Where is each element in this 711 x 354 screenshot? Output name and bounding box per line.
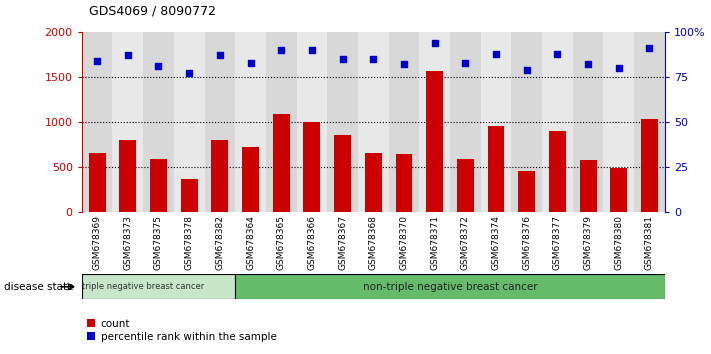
Bar (334, 135, 351, 212)
Bar (641, 119, 658, 212)
Point (552, 51, 563, 56)
Bar (365, 153, 382, 212)
Bar (273, 114, 289, 212)
Text: triple negative breast cancer: triple negative breast cancer (82, 282, 204, 291)
Bar (419, 32, 450, 212)
Point (643, 45, 655, 51)
Bar (488, 126, 505, 212)
Point (92, 58, 103, 64)
Bar (150, 159, 167, 212)
Bar (181, 179, 198, 212)
Text: non-triple negative breast cancer: non-triple negative breast cancer (363, 282, 538, 292)
Point (521, 67, 533, 73)
Point (582, 62, 594, 67)
Bar (235, 32, 266, 212)
Point (306, 47, 318, 53)
Bar (242, 147, 259, 212)
Bar (205, 32, 235, 212)
Bar (89, 153, 105, 212)
Point (459, 60, 471, 65)
Bar (542, 32, 573, 212)
Bar (119, 140, 137, 212)
Bar (143, 32, 173, 212)
Bar (573, 32, 604, 212)
Bar (266, 32, 296, 212)
Bar (82, 274, 235, 299)
Legend: count, percentile rank within the sample: count, percentile rank within the sample (87, 319, 277, 342)
Point (122, 52, 134, 58)
Bar (634, 32, 665, 212)
Bar (112, 32, 143, 212)
Bar (395, 154, 412, 212)
Text: GDS4069 / 8090772: GDS4069 / 8090772 (89, 5, 216, 18)
Bar (511, 32, 542, 212)
Bar (235, 274, 665, 299)
Point (337, 56, 348, 62)
Bar (579, 160, 597, 212)
Point (214, 52, 225, 58)
Point (245, 60, 256, 65)
Point (491, 51, 502, 56)
Bar (604, 32, 634, 212)
Bar (296, 32, 327, 212)
Bar (450, 32, 481, 212)
Bar (358, 32, 389, 212)
Bar (549, 131, 566, 212)
Point (398, 62, 410, 67)
Bar (610, 168, 627, 212)
Point (183, 70, 195, 76)
Bar (327, 32, 358, 212)
Bar (173, 32, 205, 212)
Point (429, 40, 440, 46)
Bar (426, 71, 443, 212)
Bar (481, 32, 511, 212)
Text: disease state: disease state (4, 282, 73, 292)
Point (153, 63, 164, 69)
Bar (82, 32, 112, 212)
Bar (304, 122, 321, 212)
Point (368, 56, 379, 62)
Bar (389, 32, 419, 212)
Bar (457, 159, 474, 212)
Bar (211, 140, 228, 212)
Point (276, 47, 287, 53)
Point (613, 65, 624, 71)
Bar (518, 171, 535, 212)
